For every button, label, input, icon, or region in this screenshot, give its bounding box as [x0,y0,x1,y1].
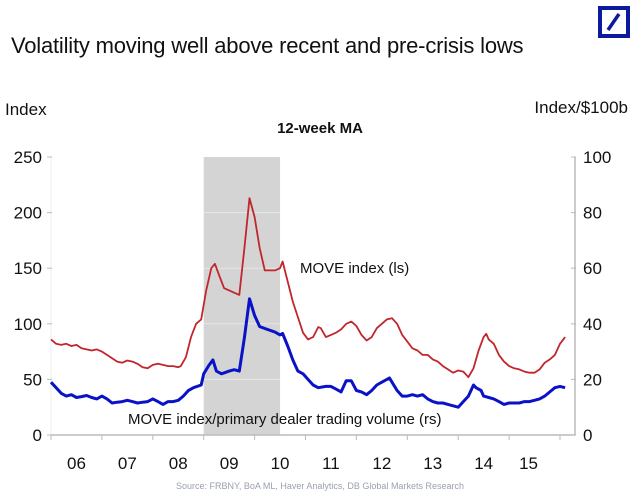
source-note: Source: FRBNY, BoA ML, Haver Analytics, … [176,481,464,491]
move-index-line [50,197,566,379]
ratio-series-label: MOVE index/primary dealer trading volume… [128,411,441,428]
crisis-shaded-region [203,157,281,435]
right-tick-label: 0 [583,426,592,445]
left-tick-label: 200 [14,204,42,223]
x-tick-label: 15 [519,454,538,473]
move-index-label: MOVE index (ls) [300,260,409,277]
x-tick-label: 06 [67,454,86,473]
right-tick-label: 60 [583,259,602,278]
right-tick-label: 20 [583,370,602,389]
right-tick-label: 80 [583,204,602,223]
left-axis-label: Index [5,100,47,119]
x-tick-label: 08 [169,454,188,473]
left-tick-label: 150 [14,259,42,278]
x-tick-label: 12 [372,454,391,473]
left-tick-label: 0 [33,426,42,445]
left-tick-label: 50 [23,370,42,389]
right-axis-label: Index/$100b [534,98,628,117]
x-tick-label: 14 [474,454,493,473]
ratio-series-line [49,297,566,409]
left-tick-label: 100 [14,315,42,334]
slide-title: Volatility moving well above recent and … [11,33,524,58]
x-tick-label: 10 [271,454,290,473]
deutsche-bank-logo [598,6,630,38]
right-tick-label: 40 [583,315,602,334]
x-tick-label: 09 [220,454,239,473]
x-tick-label: 07 [118,454,137,473]
left-tick-label: 250 [14,148,42,167]
x-tick-label: 13 [423,454,442,473]
chart-subtitle: 12-week MA [277,120,363,137]
right-tick-label: 100 [583,148,611,167]
x-tick-label: 11 [322,454,340,473]
